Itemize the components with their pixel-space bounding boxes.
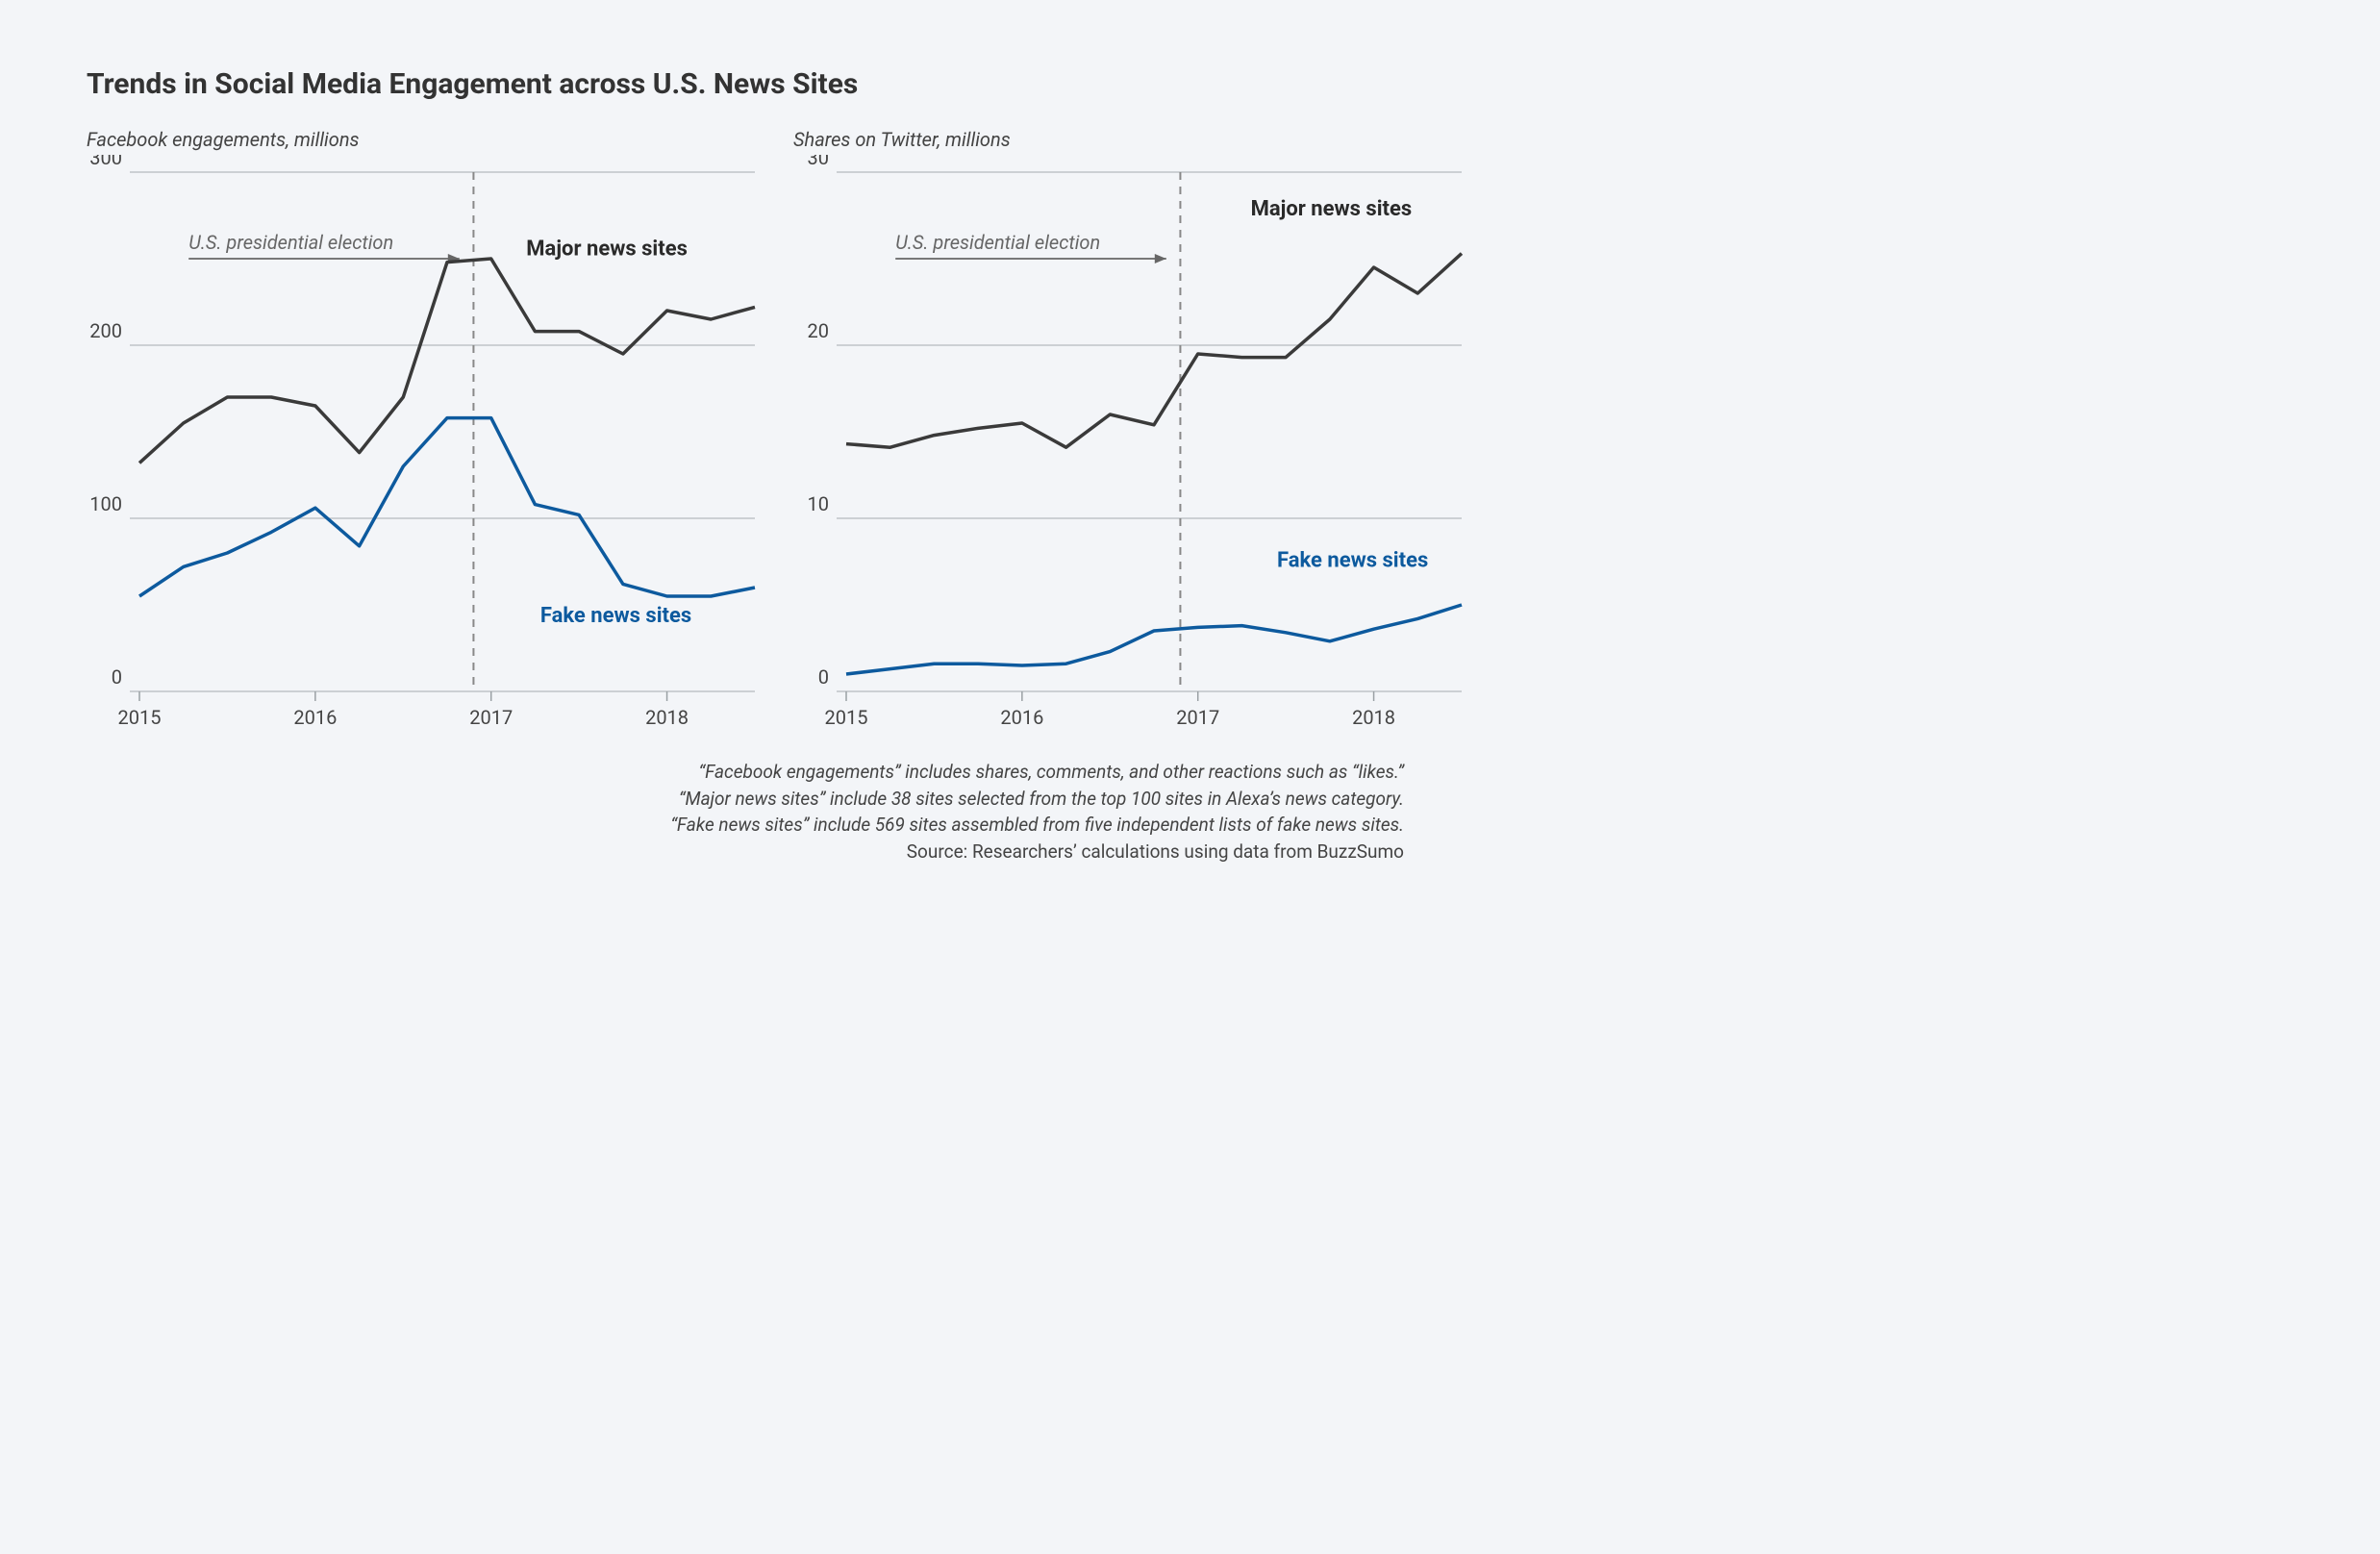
left-chart-subtitle: Facebook engagements, millions: [87, 128, 764, 151]
svg-text:0: 0: [112, 665, 122, 689]
chart-title: Trends in Social Media Engagement across…: [87, 67, 1414, 101]
major-series-label: Major news sites: [1251, 197, 1413, 221]
svg-text:200: 200: [89, 319, 122, 342]
footnote-source: Source: Researchers’ calculations using …: [87, 839, 1404, 865]
svg-text:2018: 2018: [1352, 706, 1395, 729]
right-chart-block: Shares on Twitter, millions 0 10 20 30 2015 2…: [793, 128, 1471, 736]
fake-series-line: [846, 605, 1462, 674]
major-series-label: Major news sites: [526, 237, 688, 261]
fake-series-line: [139, 418, 755, 596]
svg-text:2016: 2016: [1000, 706, 1043, 729]
fake-series-label: Fake news sites: [540, 604, 691, 628]
svg-text:2015: 2015: [118, 706, 162, 729]
svg-text:2017: 2017: [1176, 706, 1219, 729]
election-annotation-label: U.S. presidential election: [188, 231, 393, 254]
right-chart-subtitle: Shares on Twitter, millions: [793, 128, 1471, 151]
svg-text:30: 30: [808, 155, 829, 169]
footnote-line: “Facebook engagements” includes shares, …: [87, 759, 1404, 786]
footnote-line: “Major news sites” include 38 sites sele…: [87, 786, 1404, 813]
footnotes: “Facebook engagements” includes shares, …: [87, 759, 1414, 865]
svg-text:300: 300: [89, 155, 122, 169]
major-series-line: [139, 259, 755, 463]
svg-text:100: 100: [89, 492, 122, 515]
charts-row: Facebook engagements, millions 010020030…: [87, 128, 1414, 736]
left-chart-block: Facebook engagements, millions 0 100 200 30…: [87, 128, 764, 736]
figure-container: Trends in Social Media Engagement across…: [38, 38, 1462, 893]
svg-text:2018: 2018: [645, 706, 689, 729]
svg-text:2015: 2015: [825, 706, 868, 729]
fake-series-label: Fake news sites: [1277, 548, 1428, 572]
svg-text:0: 0: [818, 665, 829, 689]
left-chart-svg: 0 100 200 300 2015 2016 2017 2018 U.S. president…: [87, 155, 764, 736]
svg-text:10: 10: [808, 492, 829, 515]
footnote-line: “Fake news sites” include 569 sites asse…: [87, 812, 1404, 839]
svg-text:20: 20: [808, 319, 829, 342]
svg-text:2017: 2017: [469, 706, 513, 729]
election-annotation-label: U.S. presidential election: [895, 231, 1100, 254]
right-chart-svg: 0 10 20 30 2015 2016 2017 2018 U.S. presidential…: [793, 155, 1471, 736]
major-series-line: [846, 254, 1462, 448]
svg-text:2016: 2016: [293, 706, 337, 729]
